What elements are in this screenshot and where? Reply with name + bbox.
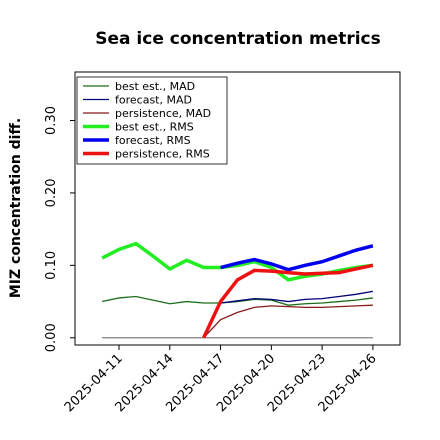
y-tick-label: 0.20: [44, 178, 59, 207]
series-line: [220, 290, 374, 304]
legend-frame: [76, 76, 228, 165]
legend-label: persistence, RMS: [115, 148, 210, 161]
y-axis-label: MIZ concentration diff.: [8, 118, 24, 298]
legend-label: best est., MAD: [115, 80, 195, 93]
y-tick-label: 0.10: [44, 251, 59, 280]
legend-label: forecast, MAD: [115, 94, 192, 107]
legend-label: best est., RMS: [115, 121, 194, 134]
legend-label: forecast, RMS: [115, 134, 191, 147]
legend-label: persistence, MAD: [115, 107, 211, 120]
plot-frame: [74, 71, 401, 346]
y-tick-label: 0.30: [44, 106, 59, 135]
y-tick-label: 0.00: [44, 323, 59, 352]
chart-title: Sea ice concentration metrics: [95, 29, 381, 49]
series-line: [101, 295, 373, 306]
series-line: [203, 304, 373, 339]
series-line: [202, 263, 374, 339]
series-line: [220, 244, 374, 272]
